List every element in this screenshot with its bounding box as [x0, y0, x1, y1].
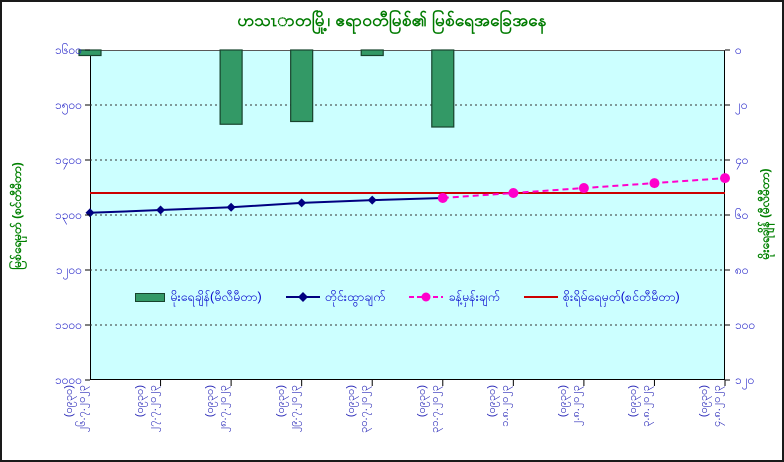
danger-line-icon [523, 296, 558, 298]
observed-point [85, 208, 95, 218]
legend-item-rainfall: မိုးရေချိန်(မီလီမီတာ) [135, 290, 262, 304]
observed-point [297, 198, 307, 208]
x-axis-category-label: (၀၉၃၀) ၁.၈.၂၀၂၃ [486, 385, 512, 427]
forecast-point [720, 173, 730, 184]
legend-label-forecast: ခန့်မှန်းချက် [448, 290, 500, 304]
x-axis-category-label: (၀၉၃၀) ၂.၈.၂၀၂၃ [556, 385, 582, 426]
observed-point [226, 202, 236, 212]
x-axis-category-label: (၀၉၃၀) ၂၇.၇.၂၀၂၃ [133, 385, 159, 433]
left-axis-value: ၁၆၀၀ [55, 43, 82, 57]
forecast-point [508, 188, 519, 198]
rainfall-bar [431, 49, 455, 128]
right-axis-value: ၁၀၀ [735, 318, 756, 332]
legend-label-danger: စိုးရိမ်ရေမှတ်(စင်တီမီတာ) [562, 290, 680, 304]
legend-label-rainfall: မိုးရေချိန်(မီလီမီတာ) [170, 290, 262, 304]
right-axis-value: ၀ [735, 43, 742, 57]
forecast-point [437, 192, 448, 203]
rainfall-swatch-icon [135, 292, 166, 302]
left-axis-value: ၁၃၀၀ [55, 208, 82, 222]
left-axis-value: ၁၂၀၀ [55, 263, 82, 277]
forecast-line-icon [409, 292, 444, 302]
rainfall-bar [290, 49, 314, 123]
rainfall-bar [360, 49, 384, 57]
x-axis-category-label: (၀၉၃၀) ၂၉.၇.၂၀၂၃ [274, 385, 300, 433]
legend-item-forecast: ခန့်မှန်းချက် [409, 290, 500, 304]
right-axis-value: ၁၂၀ [735, 373, 755, 387]
x-axis-category-label: (၀၉၃၀) ၂၈.၇.၂၀၂၃ [204, 385, 230, 433]
right-axis-value: ၂၀ [735, 98, 748, 112]
x-axis-category-label: (၀၉၃၀) ၂၆.၇.၂၀၂၃ [63, 385, 88, 433]
left-axis-value: ၁၁၀၀ [55, 318, 82, 332]
legend-label-observed: တိုင်းထွာချက် [324, 290, 386, 304]
legend-item-danger: စိုးရိမ်ရေမှတ်(စင်တီမီတာ) [523, 290, 680, 304]
observed-point [156, 205, 166, 215]
right-axis-value: ၈၀ [735, 263, 749, 277]
chart-title: ဟသၤာတမြို့၊ ဧရာဝတီမြစ်၏ မြစ်ရေအခြေအနေ [237, 11, 547, 30]
legend-item-observed: တိုင်းထွာချက် [285, 290, 386, 304]
left-axis-value: ၁၄၀၀ [55, 153, 82, 167]
observed-line [89, 196, 443, 214]
x-axis-category-label: (၀၉၃၀) ၄.၈.၂၀၂၃ [698, 385, 723, 427]
rainfall-bar [219, 49, 243, 125]
rainfall-bar [78, 49, 102, 57]
x-axis-category-label: (၀၉၃၀) ၃၀.၇.၂၀၂၃ [345, 385, 371, 433]
legend: မိုးရေချိန်(မီလီမီတာ) တိုင်းထွာချက် ခန့်… [90, 286, 725, 308]
right-axis-value: ၆၀ [735, 208, 749, 222]
right-axis-value: ၄၀ [735, 153, 749, 167]
forecast-point [578, 183, 589, 194]
left-axis-value: ၁၀၀၀ [55, 373, 82, 387]
x-axis-category-label: (၀၉၃၀) ၃၁.၇.၂၀၂၃ [415, 385, 441, 433]
left-axis-value: ၁၅၀၀ [55, 98, 82, 112]
x-axis-category-label: (၀၉၃၀) ၃.၈.၂၀၂၃ [627, 385, 653, 427]
observed-point [367, 195, 377, 205]
forecast-point [649, 178, 660, 189]
observed-line-icon [285, 292, 320, 302]
